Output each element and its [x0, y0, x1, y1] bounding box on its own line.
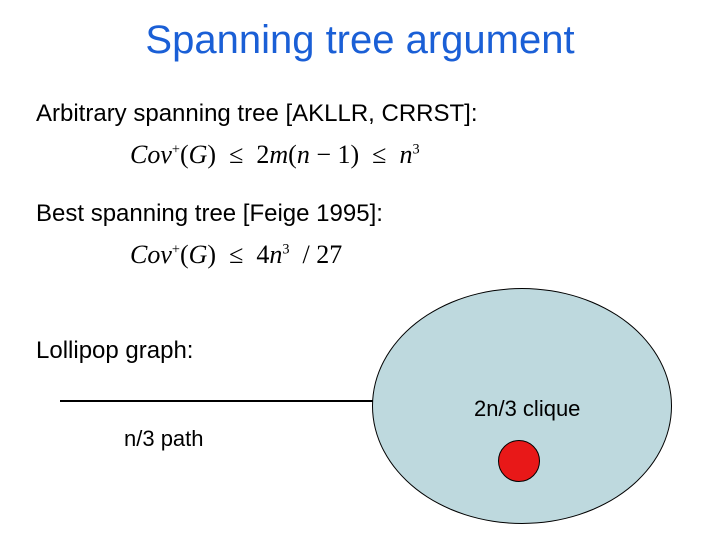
leq3: ≤: [223, 240, 250, 269]
path-label: n/3 path: [124, 426, 204, 452]
var-n3: n: [269, 240, 282, 269]
slide: Spanning tree argument Arbitrary spannin…: [0, 0, 720, 540]
leq2: ≤: [366, 140, 393, 169]
lparen: (: [180, 140, 189, 169]
plus-superscript: +: [172, 141, 180, 157]
lparen3: (: [180, 240, 189, 269]
plus-superscript2: +: [172, 241, 180, 257]
leq1: ≤: [223, 140, 250, 169]
cov-text2: Cov: [130, 240, 172, 269]
var-m: m: [269, 140, 288, 169]
slash: / 27: [296, 240, 342, 269]
rparen: ): [207, 140, 216, 169]
arbitrary-spanning-label: Arbitrary spanning tree [AKLLR, CRRST]:: [36, 100, 478, 128]
var-G2: G: [189, 240, 208, 269]
cube1: 3: [412, 141, 419, 157]
var-G: G: [189, 140, 208, 169]
best-formula: Cov+(G) ≤ 4n3 / 27: [130, 240, 342, 270]
red-node-circle: [498, 440, 540, 482]
page-title: Spanning tree argument: [0, 18, 720, 63]
rparen3: ): [207, 240, 216, 269]
lollipop-label: Lollipop graph:: [36, 337, 193, 365]
lollipop-path-line: [60, 400, 380, 402]
lparen2: (: [288, 140, 297, 169]
cube2: 3: [282, 241, 289, 257]
cov-text: Cov: [130, 140, 172, 169]
var-n2: n: [399, 140, 412, 169]
num4: 4: [256, 240, 269, 269]
clique-label: 2n/3 clique: [474, 396, 580, 422]
num2: 2: [256, 140, 269, 169]
var-n: n: [297, 140, 310, 169]
minus1: − 1): [310, 140, 359, 169]
best-spanning-label: Best spanning tree [Feige 1995]:: [36, 200, 383, 228]
arbitrary-formula: Cov+(G) ≤ 2m(n − 1) ≤ n3: [130, 140, 420, 170]
